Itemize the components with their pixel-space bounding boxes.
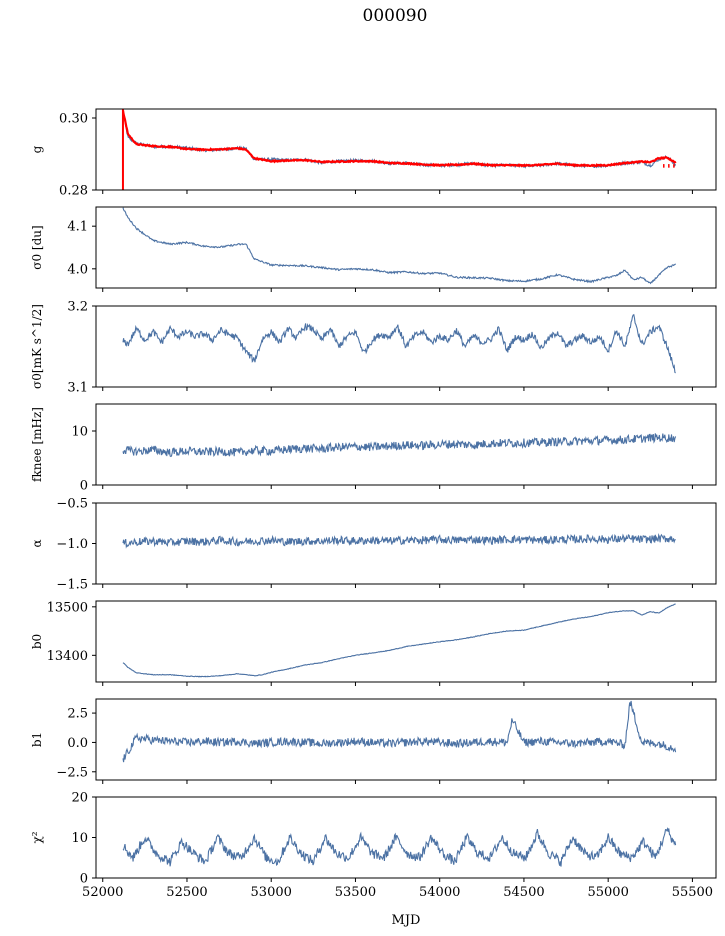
- ytick-label-alpha-1: −1.0: [56, 537, 88, 552]
- ylabel-alpha: α: [30, 539, 44, 547]
- panel-sigma-du: 4.0 4.1 σ0 [du]: [30, 206, 717, 292]
- ylabel-sigma-du: σ0 [du]: [30, 225, 44, 269]
- series-line-sigma-mk: [122, 313, 676, 374]
- ytick-label-fknee-0: 0: [80, 479, 88, 494]
- axes-frame-fknee: [95, 403, 717, 486]
- axes-frame-sigma-du: [95, 206, 717, 289]
- axes-frame-chi2: [95, 796, 717, 879]
- ylabel-sigma-mk: σ0[mK s^1/2]: [30, 304, 44, 389]
- xtick-label-4: 54000: [419, 885, 460, 900]
- ytick-label-b1-0: −2.5: [56, 765, 88, 780]
- overlay-line-g: [121, 110, 677, 168]
- axes-frame-b0: [95, 600, 717, 683]
- ytick-label-g-0: 0.28: [59, 184, 88, 199]
- xtick-label-7: 55500: [672, 885, 713, 900]
- series-line-sigma-du: [122, 207, 676, 285]
- panel-b1: −2.5 0.0 2.5 b1: [30, 698, 717, 784]
- axes-frame-g: [95, 108, 717, 191]
- figure-title: 000090: [362, 6, 428, 26]
- xtick-label-5: 54500: [503, 885, 544, 900]
- ytick-label-chi2-1: 10: [71, 831, 88, 846]
- ylabel-b0: b0: [30, 634, 44, 649]
- panel-g: 0.28 0.30 g: [30, 108, 717, 199]
- series-line-chi2: [122, 826, 677, 867]
- panel-b0: 13400 13500 b0: [30, 600, 717, 686]
- ytick-label-chi2-2: 20: [71, 791, 88, 806]
- ylabel-g: g: [30, 145, 44, 153]
- series-line-alpha: [122, 532, 676, 549]
- x-axis-label: MJD: [392, 913, 421, 928]
- panel-sigma-mk: 3.1 3.2 σ0[mK s^1/2]: [30, 300, 717, 396]
- ytick-label-sigma-du-0: 4.0: [67, 262, 88, 277]
- xtick-label-1: 52500: [166, 885, 207, 900]
- xtick-label-2: 53000: [251, 885, 292, 900]
- ytick-label-b1-2: 2.5: [67, 707, 88, 722]
- ytick-label-sigma-mk-1: 3.2: [67, 300, 88, 315]
- ytick-label-alpha-0: −1.5: [56, 578, 88, 593]
- panel-alpha: −1.5 −1.0 −0.5 α: [30, 497, 717, 593]
- xtick-label-3: 53500: [335, 885, 376, 900]
- ytick-label-alpha-2: −0.5: [56, 497, 88, 512]
- axes-frame-sigma-mk: [95, 305, 717, 388]
- ytick-label-sigma-mk-0: 3.1: [67, 381, 88, 396]
- xtick-label-0: 52000: [82, 885, 123, 900]
- ytick-label-b1-1: 0.0: [67, 736, 88, 751]
- axes-frame-b1: [95, 698, 717, 781]
- panel-chi2: 0 10 20 52000 52500 53000 53500 54000 54500 55000…: [30, 791, 717, 900]
- ytick-label-g-1: 0.30: [59, 112, 88, 127]
- ylabel-fknee: fknee [mHz]: [30, 407, 44, 482]
- ytick-label-b0-1: 13500: [47, 600, 88, 615]
- panel-fknee: 0 10 fknee [mHz]: [30, 403, 717, 494]
- ytick-label-chi2-0: 0: [80, 872, 88, 887]
- xtick-label-6: 55000: [587, 885, 628, 900]
- ytick-label-fknee-1: 10: [71, 425, 88, 440]
- ylabel-b1: b1: [30, 732, 44, 747]
- ytick-label-sigma-du-1: 4.1: [67, 220, 88, 235]
- ytick-label-b0-0: 13400: [47, 649, 88, 664]
- series-line-g: [122, 112, 677, 169]
- series-line-b0: [122, 603, 676, 678]
- series-line-fknee: [122, 433, 677, 458]
- ylabel-chi2: χ²: [30, 831, 44, 843]
- series-line-b1: [122, 700, 677, 763]
